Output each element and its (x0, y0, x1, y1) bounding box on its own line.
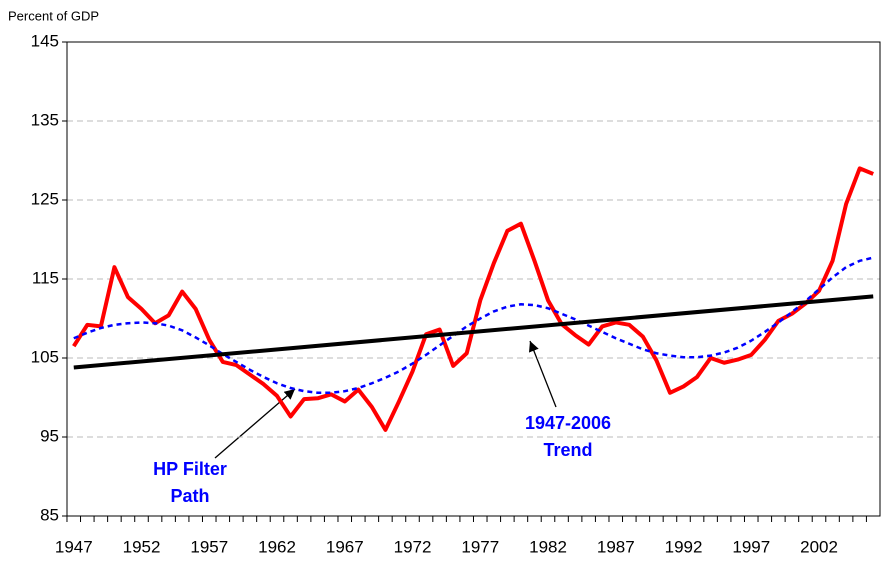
annotation: Path (170, 486, 209, 506)
x-tick-label: 1977 (461, 537, 499, 556)
series-line (72, 166, 874, 432)
x-tick-label: 1962 (258, 537, 296, 556)
y-tick-label: 85 (40, 505, 59, 524)
x-tick-label: 1992 (665, 537, 703, 556)
y-tick-label: 115 (32, 268, 59, 287)
y-tick-label: 95 (40, 426, 59, 445)
y-tick-label: 135 (31, 110, 59, 129)
x-tick-label: 1957 (190, 537, 228, 556)
annotation: Trend (543, 440, 592, 460)
annotation: HP Filter (153, 459, 227, 479)
x-tick-label: 1947 (55, 537, 93, 556)
y-tick-label: 125 (31, 189, 59, 208)
arrow (214, 388, 296, 459)
x-tick-label: 1987 (597, 537, 635, 556)
x-tick-label: 1997 (732, 537, 770, 556)
y-tick-label: 145 (31, 31, 59, 50)
y-tick-label: 105 (31, 347, 59, 366)
x-tick-label: 1982 (529, 537, 567, 556)
axis-label: Percent of GDP (8, 8, 99, 23)
annotation: 1947-2006 (525, 413, 611, 433)
series-line (73, 294, 874, 370)
x-tick-label: 1972 (394, 537, 432, 556)
x-tick-label: 1952 (123, 537, 161, 556)
arrow (528, 340, 557, 408)
plot-frame (66, 41, 881, 517)
x-tick-label: 2002 (800, 537, 838, 556)
x-tick-label: 1967 (326, 537, 364, 556)
series-line (73, 256, 874, 395)
